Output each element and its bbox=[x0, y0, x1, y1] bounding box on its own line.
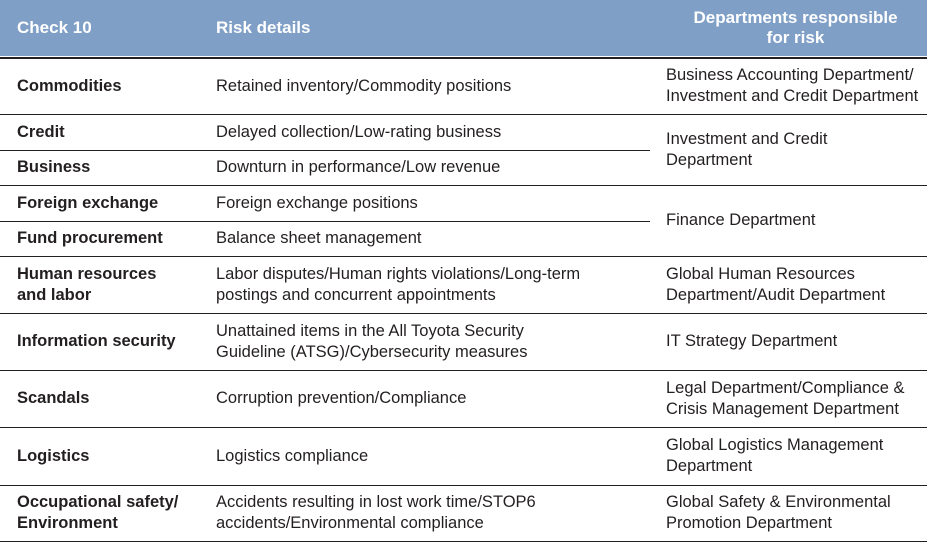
row-details: Unattained items in the All Toyota Secur… bbox=[216, 321, 528, 361]
row-details: Foreign exchange positions bbox=[216, 193, 418, 212]
row-category: Foreign exchange bbox=[17, 193, 159, 212]
row-category: Fund procurement bbox=[17, 229, 163, 247]
header-departments-line2: for risk bbox=[766, 28, 825, 47]
row-divider bbox=[0, 485, 927, 486]
row-divider bbox=[0, 221, 650, 222]
row-category: Credit bbox=[17, 122, 65, 141]
department-cell: Investment and Credit Department bbox=[666, 129, 828, 169]
department-cell: Global Safety & Environmental Promotion D… bbox=[666, 493, 891, 532]
department-cell: IT Strategy Department bbox=[666, 332, 838, 350]
department-cell: Legal Department/Compliance & Crisis Mana… bbox=[666, 378, 905, 418]
row-divider bbox=[0, 370, 927, 371]
header-check: Check 10 bbox=[17, 18, 92, 37]
row-details: Accidents resulting in lost work time/ST… bbox=[216, 493, 536, 532]
row-category: Commodities bbox=[17, 76, 122, 95]
department-cell: Global Logistics Management Department bbox=[666, 436, 884, 475]
row-divider bbox=[0, 114, 927, 115]
header-risk-details: Risk details bbox=[216, 18, 311, 37]
row-divider bbox=[0, 427, 927, 428]
row-category: Logistics bbox=[17, 446, 90, 465]
row-category: Business bbox=[17, 158, 91, 176]
department-cell: Global Human Resources Department/Audit D… bbox=[666, 264, 886, 304]
row-details: Corruption prevention/Compliance bbox=[216, 389, 467, 407]
row-details: Downturn in performance/Low revenue bbox=[216, 158, 501, 176]
row-divider bbox=[0, 541, 927, 542]
row-category: Human resources and labor bbox=[17, 264, 157, 304]
row-divider bbox=[0, 313, 927, 314]
row-category: Scandals bbox=[17, 389, 90, 407]
row-category: Occupational safety/Environment bbox=[17, 493, 179, 532]
row-details: Logistics compliance bbox=[216, 446, 369, 465]
row-divider bbox=[0, 185, 927, 186]
header-departments: Departments responsible for risk bbox=[664, 0, 927, 56]
row-details: Delayed collection/Low-rating business bbox=[216, 122, 502, 141]
row-category: Information security bbox=[17, 332, 176, 350]
row-divider bbox=[0, 256, 927, 257]
header-departments-line1: Departments responsible bbox=[693, 8, 898, 27]
table-header: Check 10 Risk details Departments respon… bbox=[0, 0, 927, 56]
department-cell: Business Accounting Department/Investmen… bbox=[666, 66, 919, 105]
row-details: Retained inventory/Commodity positions bbox=[216, 76, 512, 95]
row-details: Balance sheet management bbox=[216, 229, 422, 247]
row-details: Labor disputes/Human rights violations/L… bbox=[216, 264, 581, 304]
department-cell: Finance Department bbox=[666, 211, 816, 229]
row-divider bbox=[0, 150, 650, 151]
header-divider bbox=[0, 57, 927, 59]
